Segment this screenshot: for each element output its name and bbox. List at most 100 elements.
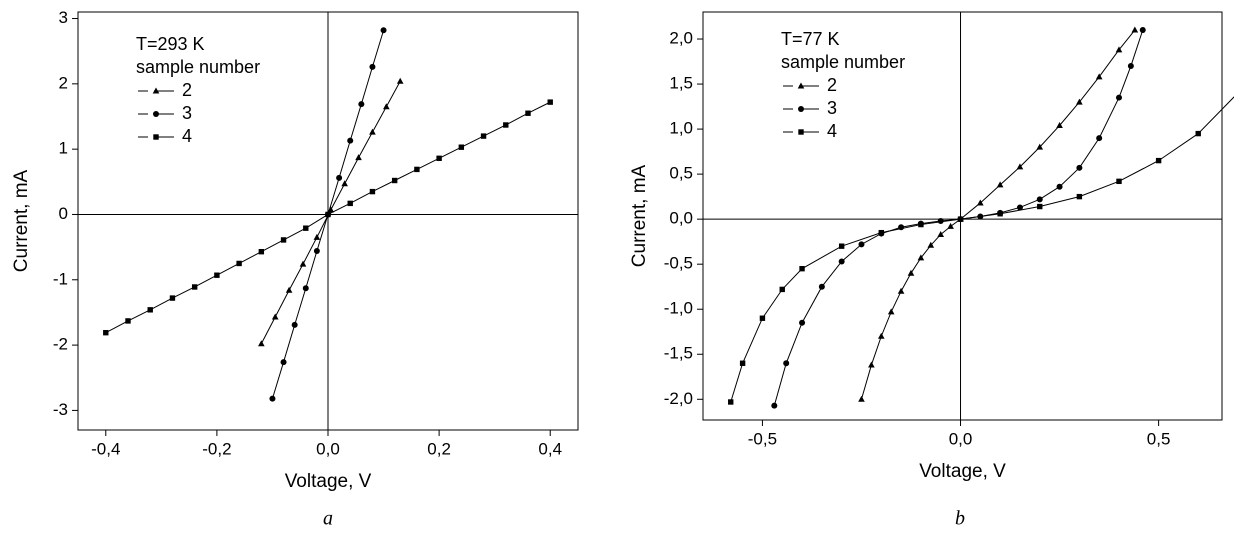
- marker: [525, 110, 531, 116]
- legend-label: 4: [827, 121, 837, 141]
- marker: [291, 321, 298, 328]
- marker: [347, 137, 354, 144]
- marker: [1076, 193, 1083, 200]
- marker: [303, 225, 309, 231]
- legend-marker: [153, 111, 159, 117]
- y-tick-label: -1: [53, 269, 68, 288]
- marker: [1139, 27, 1146, 34]
- y-tick-label: 2,0: [669, 29, 693, 48]
- marker: [125, 318, 131, 324]
- marker: [799, 265, 805, 272]
- annotation: sample number: [781, 52, 905, 72]
- marker: [1037, 203, 1043, 210]
- y-axis-label: Current, mA: [629, 164, 650, 267]
- marker: [887, 308, 895, 315]
- legend-marker: [152, 87, 160, 94]
- legend-marker: [798, 129, 804, 135]
- annotation: T=77 K: [781, 29, 840, 49]
- y-tick-label: 3: [59, 8, 68, 27]
- marker: [280, 359, 287, 366]
- marker: [271, 313, 279, 320]
- marker: [414, 166, 420, 173]
- marker: [169, 295, 176, 301]
- marker: [957, 216, 964, 222]
- legend-label: 2: [827, 75, 837, 95]
- marker: [977, 199, 984, 206]
- marker: [302, 285, 309, 292]
- x-tick-label: -0,2: [202, 439, 231, 458]
- y-tick-label: -1,0: [664, 299, 693, 318]
- marker: [877, 332, 885, 339]
- series-line: [860, 29, 1136, 400]
- marker: [1116, 178, 1122, 185]
- y-axis-label: Current, mA: [11, 169, 32, 272]
- marker: [1096, 135, 1103, 142]
- y-tick-label: 0,5: [669, 164, 693, 183]
- marker: [937, 217, 944, 224]
- y-tick-label: 0,0: [669, 209, 693, 228]
- legend-label: 2: [182, 80, 192, 100]
- y-tick-label: 1,0: [669, 119, 693, 138]
- marker: [436, 155, 442, 161]
- legend-label: 3: [182, 103, 192, 123]
- marker: [369, 63, 376, 70]
- marker: [1131, 26, 1139, 33]
- marker: [458, 144, 465, 150]
- y-tick-label: 2: [59, 73, 68, 92]
- legend-marker: [798, 106, 804, 112]
- y-tick-label: -3: [53, 400, 68, 419]
- marker: [868, 361, 875, 368]
- marker: [917, 254, 925, 261]
- marker: [299, 260, 307, 267]
- marker: [369, 128, 376, 135]
- marker: [728, 399, 734, 405]
- x-tick-label: 0,4: [538, 439, 562, 458]
- legend-label: 4: [182, 126, 192, 146]
- marker: [191, 284, 198, 290]
- marker: [103, 329, 109, 336]
- marker: [858, 395, 865, 402]
- marker: [1076, 164, 1083, 171]
- marker: [313, 233, 321, 240]
- marker: [818, 283, 825, 290]
- marker: [1036, 196, 1043, 203]
- marker: [739, 360, 746, 366]
- marker: [325, 211, 331, 218]
- marker: [358, 101, 365, 108]
- marker: [355, 154, 362, 161]
- marker: [759, 315, 766, 321]
- marker: [269, 395, 276, 402]
- marker: [1076, 98, 1083, 105]
- marker: [799, 319, 806, 326]
- marker: [480, 133, 487, 139]
- marker: [1155, 157, 1162, 164]
- marker: [1016, 163, 1024, 170]
- marker: [503, 122, 509, 128]
- marker: [878, 229, 884, 236]
- marker: [341, 180, 348, 187]
- marker: [1095, 73, 1103, 80]
- marker: [383, 103, 390, 110]
- marker: [147, 307, 153, 313]
- plot-frame: [702, 11, 1223, 421]
- annotation: sample number: [136, 57, 260, 77]
- marker: [1195, 130, 1201, 137]
- x-tick-label: 0,5: [1147, 429, 1171, 448]
- marker: [236, 260, 242, 267]
- marker: [380, 27, 387, 34]
- marker: [214, 272, 220, 278]
- series-line: [730, 96, 1234, 403]
- marker: [313, 248, 320, 255]
- x-tick-label: 0,2: [427, 439, 451, 458]
- marker: [1056, 121, 1063, 128]
- marker: [1115, 94, 1122, 101]
- marker: [547, 99, 553, 105]
- marker: [779, 286, 785, 293]
- x-tick-label: -0,4: [91, 439, 120, 458]
- marker: [391, 177, 398, 184]
- marker: [347, 200, 353, 207]
- marker: [336, 174, 343, 181]
- marker: [1056, 183, 1063, 190]
- x-tick-label: -0,5: [748, 429, 777, 448]
- marker: [280, 237, 287, 243]
